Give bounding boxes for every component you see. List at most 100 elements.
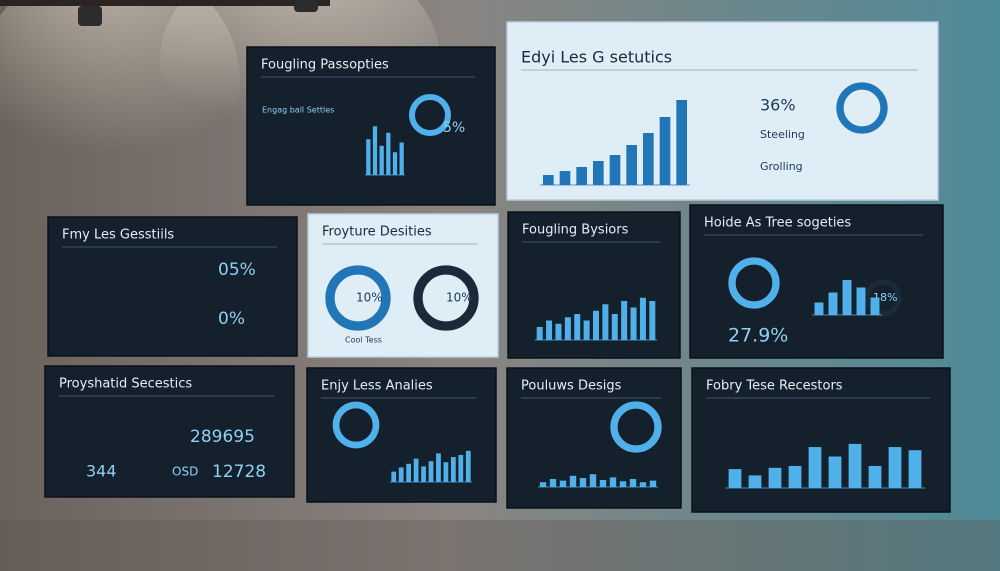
bar — [649, 301, 656, 340]
panel-text: Grolling — [760, 160, 803, 173]
bar — [599, 479, 607, 487]
bar — [592, 310, 600, 340]
panel-text: Cool Tess — [345, 336, 382, 345]
bar — [768, 467, 782, 488]
bar — [546, 320, 553, 340]
bar — [366, 139, 371, 175]
floor-shade — [0, 520, 1000, 571]
donut — [728, 257, 780, 309]
bar — [399, 142, 404, 175]
panel-text: 05% — [218, 260, 256, 280]
panel-title: Fougling Bysiors — [522, 223, 629, 238]
panel: Edyi Les G setutics 36% Steeling Grolling — [506, 21, 939, 201]
panel: Froyture Desities 10% 10% Cool Tess — [307, 213, 499, 358]
bar — [856, 287, 866, 315]
bar — [908, 450, 922, 488]
panel-text: 5% — [443, 120, 465, 136]
bar — [728, 469, 742, 488]
bar — [398, 467, 404, 482]
bar — [630, 307, 637, 340]
panel-bg — [246, 46, 496, 206]
panel: Fobry Tese Recestors — [691, 367, 951, 513]
panel-title: Enjy Less Analies — [321, 379, 433, 394]
bar — [602, 304, 609, 340]
panel-title: Froyture Desities — [322, 225, 432, 240]
panel-title: Hoide As Tree sogeties — [704, 216, 851, 231]
donut — [325, 265, 391, 331]
donut — [864, 279, 902, 317]
bar — [539, 482, 547, 487]
bar — [458, 454, 464, 482]
panel-title: Fobry Tese Recestors — [706, 379, 843, 394]
bar — [676, 100, 687, 185]
panel-text: 344 — [86, 462, 117, 481]
bar — [748, 475, 762, 488]
bar — [543, 175, 554, 185]
bar — [574, 314, 581, 340]
panel-text: 27.9% — [728, 325, 788, 347]
panel: Enjy Less Analies — [306, 367, 497, 503]
donut — [413, 265, 479, 331]
bar — [569, 475, 577, 487]
ceiling-rail — [0, 0, 330, 6]
panel-title: Fougling Passopties — [261, 58, 389, 73]
bar — [643, 133, 654, 185]
panel: Proyshatid Secestics 289695 344 OSD 12728 — [44, 365, 295, 498]
donut — [836, 82, 888, 134]
lamp — [78, 6, 102, 26]
panel-title: Edyi Les G setutics — [521, 48, 672, 67]
panel-text: 36% — [760, 96, 796, 115]
donut — [332, 401, 380, 449]
panel-text: 10% — [356, 291, 383, 305]
bar — [443, 462, 449, 482]
bar — [579, 478, 587, 487]
bar — [436, 453, 441, 482]
bar — [611, 314, 618, 340]
donut — [409, 94, 451, 136]
bar — [465, 450, 471, 482]
panel-text: 289695 — [190, 427, 255, 447]
bar — [639, 297, 646, 340]
bar — [559, 171, 571, 185]
bar — [814, 302, 824, 315]
bar — [808, 447, 822, 488]
panel-title: Pouluws Desigs — [521, 379, 622, 394]
panel: Pouluws Desigs — [506, 367, 682, 509]
bar — [564, 317, 571, 340]
bar — [870, 297, 880, 315]
bar — [828, 456, 842, 488]
bar — [649, 480, 657, 487]
bar — [392, 152, 398, 175]
bar — [589, 474, 597, 487]
panel-text: Engag ball Settles — [262, 106, 334, 115]
bar — [386, 132, 391, 175]
bar — [621, 301, 628, 340]
bar — [593, 161, 604, 185]
panel-text: 0% — [218, 309, 245, 329]
bar — [559, 480, 567, 487]
bar — [868, 465, 882, 488]
bar — [888, 447, 902, 488]
bar — [629, 479, 637, 487]
panel-bg — [44, 365, 295, 498]
bar — [609, 155, 621, 185]
bar — [842, 280, 852, 315]
bar — [406, 463, 412, 482]
bar — [536, 327, 543, 340]
donut — [610, 401, 662, 453]
panel-text: 10% — [446, 291, 473, 305]
bar — [549, 479, 557, 487]
bar — [421, 466, 426, 482]
bar — [848, 443, 862, 488]
panel-text: Steeling — [760, 128, 805, 141]
bar — [788, 465, 802, 488]
panel-text: OSD — [172, 465, 198, 479]
bar — [583, 320, 590, 340]
bar — [639, 482, 647, 487]
panel-text: 12728 — [212, 462, 266, 482]
bar — [659, 117, 671, 185]
panel-title: Fmy Les Gesstiils — [62, 228, 174, 243]
